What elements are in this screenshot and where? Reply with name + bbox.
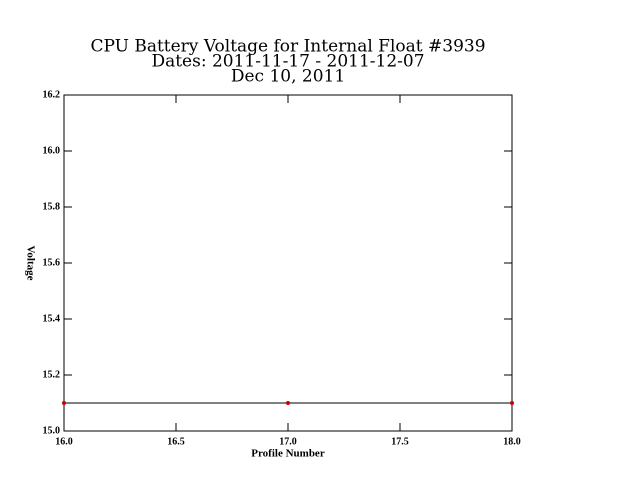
x-tick-label: 16.5 bbox=[167, 436, 185, 447]
data-point bbox=[510, 401, 514, 405]
y-axis-label: Voltage bbox=[24, 245, 36, 280]
x-tick-label: 18.0 bbox=[503, 436, 521, 447]
data-point bbox=[62, 401, 66, 405]
y-tick-label: 15.6 bbox=[43, 257, 61, 268]
chart-title: CPU Battery Voltage for Internal Float #… bbox=[90, 37, 485, 57]
chart-date: Dec 10, 2011 bbox=[231, 67, 345, 87]
x-tick-label: 17.5 bbox=[391, 436, 409, 447]
y-tick-label: 15.0 bbox=[43, 425, 61, 436]
x-axis-label: Profile Number bbox=[251, 448, 325, 460]
y-tick-label: 16.2 bbox=[43, 89, 61, 100]
data-point bbox=[286, 401, 290, 405]
x-tick-label: 16.0 bbox=[55, 436, 73, 447]
chart-subtitle: Dates: 2011-11-17 - 2011-12-07 bbox=[151, 52, 424, 72]
y-tick-label: 15.4 bbox=[43, 313, 61, 324]
x-tick-label: 17.0 bbox=[279, 436, 297, 447]
y-tick-label: 16.0 bbox=[43, 145, 61, 156]
y-tick-label: 15.2 bbox=[43, 369, 61, 380]
y-tick-label: 15.8 bbox=[43, 201, 61, 212]
